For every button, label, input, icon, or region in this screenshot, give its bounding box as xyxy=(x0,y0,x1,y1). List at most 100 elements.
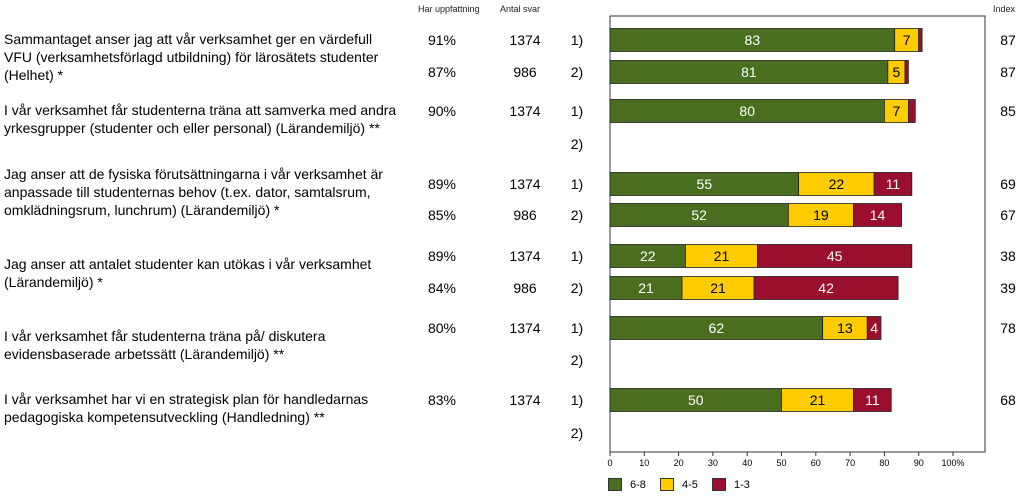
bar-data-label: 62 xyxy=(709,320,725,336)
row-7-index: 38 xyxy=(1000,248,1016,264)
bar-segment-1-3 xyxy=(866,316,882,340)
row-8-group: 2) xyxy=(570,280,584,296)
question-6: I vår verksamhet har vi en strategisk pl… xyxy=(4,391,369,425)
bar-data-label: 52 xyxy=(691,207,707,223)
row-1-index: 87 xyxy=(1000,32,1016,48)
bar-data-label: 55 xyxy=(697,176,713,192)
plot-area xyxy=(609,15,986,453)
bar-data-label: 22 xyxy=(829,176,845,192)
bar-data-label: 81 xyxy=(741,64,757,80)
row-6-pct: 85% xyxy=(427,207,457,223)
row-8-index: 39 xyxy=(1000,280,1016,296)
question-1: Sammantaget anser jag att vår verksamhet… xyxy=(4,31,379,83)
row-7-count: 1374 xyxy=(509,248,541,264)
legend-label-low: 1-3 xyxy=(734,478,750,491)
row-8-pct: 84% xyxy=(427,280,457,296)
row-11-group: 1) xyxy=(570,392,584,408)
bar-data-label: 11 xyxy=(886,176,901,192)
x-tick-label: 50 xyxy=(776,458,786,468)
x-tick-label: 30 xyxy=(708,458,718,468)
row-5-count: 1374 xyxy=(509,176,541,192)
bar-data-label: 22 xyxy=(640,248,656,264)
row-6-index: 67 xyxy=(1000,207,1016,223)
bar-data-label: 7 xyxy=(903,32,911,48)
bar-data-label: 4 xyxy=(870,320,878,336)
row-9-group: 1) xyxy=(570,320,584,336)
header-index: Index xyxy=(993,4,1016,14)
x-tick-label: 20 xyxy=(674,458,684,468)
row-1-group: 1) xyxy=(570,32,584,48)
bar-data-label: 42 xyxy=(818,280,834,296)
row-11-count: 1374 xyxy=(509,392,541,408)
bar-data-label: 5 xyxy=(893,64,901,80)
row-3-count: 1374 xyxy=(509,103,541,119)
x-tick-label: 60 xyxy=(811,458,821,468)
row-9-index: 78 xyxy=(1000,320,1016,336)
legend-item-high: 6-8 xyxy=(608,478,646,491)
row-11-index: 68 xyxy=(1000,392,1016,408)
row-8-count: 986 xyxy=(513,280,537,296)
row-1-count: 1374 xyxy=(509,32,541,48)
bar-data-label: 13 xyxy=(837,320,853,336)
header-count: Antal svar xyxy=(500,4,541,14)
x-tick-label: 100% xyxy=(941,458,964,468)
x-tick-label: 0 xyxy=(607,458,612,468)
x-tick-label: 90 xyxy=(914,458,924,468)
x-tick-label: 40 xyxy=(742,458,752,468)
row-7-group: 1) xyxy=(570,248,584,264)
row-11-pct: 83% xyxy=(427,392,457,408)
bar-segment-1-3 xyxy=(908,99,916,123)
row-9-pct: 80% xyxy=(427,320,457,336)
row-5-pct: 89% xyxy=(427,176,457,192)
bar-data-label: 11 xyxy=(865,392,880,408)
question-5: I vår verksamhet får studenterna träna p… xyxy=(4,328,326,362)
row-3-index: 85 xyxy=(1000,103,1016,119)
question-2: I vår verksamhet får studenterna träna a… xyxy=(4,102,397,136)
bar-data-label: 14 xyxy=(870,207,886,223)
bar-data-label: 45 xyxy=(827,248,843,264)
legend-swatch-mid xyxy=(660,478,674,491)
question-4: Jag anser att antalet studenter kan utök… xyxy=(4,256,372,290)
header-pct: Har uppfattning xyxy=(418,4,480,14)
bar-segment-1-3 xyxy=(853,388,892,412)
bar-data-label: 83 xyxy=(745,32,761,48)
legend-label-high: 6-8 xyxy=(630,478,646,491)
row-9-count: 1374 xyxy=(509,320,541,336)
row-2-pct: 87% xyxy=(427,64,457,80)
bar-segment-1-3 xyxy=(904,60,909,84)
bar-segment-1-3 xyxy=(873,172,913,196)
row-2-group: 2) xyxy=(570,64,584,80)
row-7-pct: 89% xyxy=(427,248,457,264)
row-3-group: 1) xyxy=(570,103,584,119)
row-12-group: 2) xyxy=(570,425,584,441)
row-5-index: 69 xyxy=(1000,176,1016,192)
bar-segment-1-3 xyxy=(757,244,913,268)
row-2-count: 986 xyxy=(513,64,537,80)
row-1-pct: 91% xyxy=(427,32,457,48)
row-6-group: 2) xyxy=(570,207,584,223)
row-3-pct: 90% xyxy=(427,103,457,119)
bar-segment-1-3 xyxy=(753,276,899,300)
row-10-group: 2) xyxy=(570,352,584,368)
bar-segment-1-3 xyxy=(853,203,902,227)
legend-item-mid: 4-5 xyxy=(660,478,698,491)
bar-data-label: 50 xyxy=(688,392,704,408)
bar-data-label: 21 xyxy=(810,392,826,408)
bar-data-label: 21 xyxy=(714,248,730,264)
x-tick-label: 10 xyxy=(639,458,649,468)
row-2-index: 87 xyxy=(1000,64,1016,80)
row-6-count: 986 xyxy=(513,207,537,223)
x-tick-label: 80 xyxy=(879,458,889,468)
legend-item-low: 1-3 xyxy=(712,478,750,491)
legend-label-mid: 4-5 xyxy=(682,478,698,491)
x-tick-label: 70 xyxy=(845,458,855,468)
bar-data-label: 21 xyxy=(710,280,726,296)
bar-data-label: 7 xyxy=(893,103,901,119)
question-3: Jag anser att de fysiska förutsättningar… xyxy=(4,166,383,218)
bar-data-label: 19 xyxy=(813,207,829,223)
bar-data-label: 21 xyxy=(638,280,654,296)
legend-swatch-low xyxy=(712,478,726,491)
bar-data-label: 80 xyxy=(739,103,755,119)
row-5-group: 1) xyxy=(570,176,584,192)
